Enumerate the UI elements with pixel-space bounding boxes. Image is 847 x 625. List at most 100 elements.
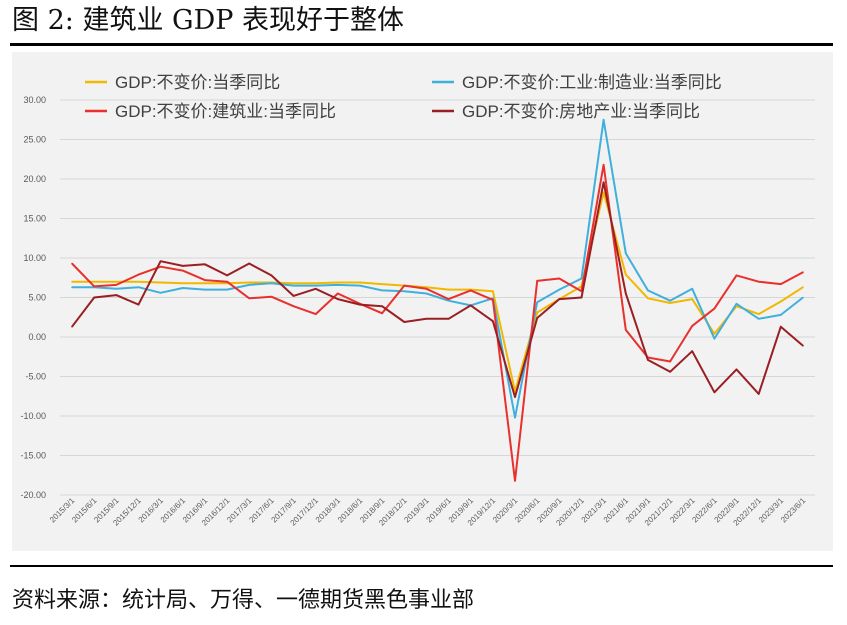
figure-title: 图 2: 建筑业 GDP 表现好于整体: [12, 5, 404, 36]
series-line-3: [71, 163, 804, 482]
data-point: [602, 181, 605, 183]
data-point: [713, 391, 716, 394]
data-point: [691, 288, 694, 290]
data-point: [802, 286, 804, 289]
line-chart: 30.00 25.00 20.00 15.00 10.00 5.00 0.00 -5.00 -1…: [20, 73, 815, 528]
data-point: [137, 303, 140, 306]
data-point: [270, 295, 273, 298]
data-point: [292, 305, 295, 307]
data-point: [580, 296, 583, 299]
data-point: [159, 281, 162, 284]
y-tick-label: 0.00: [28, 332, 46, 342]
data-point: [226, 280, 228, 283]
data-point: [713, 307, 716, 310]
y-tick-label: -15.00: [20, 451, 46, 461]
data-point: [292, 295, 295, 297]
data-point: [669, 360, 671, 363]
data-point: [115, 284, 118, 286]
data-point: [93, 280, 95, 283]
data-point: [137, 286, 140, 289]
data-point: [558, 298, 561, 300]
data-point: [425, 292, 428, 295]
y-tick-label: -20.00: [20, 490, 46, 500]
data-point: [381, 283, 383, 285]
data-point: [314, 288, 317, 290]
data-point: [159, 265, 162, 268]
data-point: [381, 289, 383, 292]
data-point: [181, 282, 184, 285]
data-point: [71, 280, 73, 283]
data-point: [159, 291, 162, 294]
y-tick-label: 20.00: [23, 174, 46, 184]
data-point: [447, 299, 450, 302]
data-point: [469, 304, 472, 307]
data-point: [558, 277, 561, 280]
legend-label-3: GDP:不变价:建筑业:当季同比: [115, 102, 336, 121]
data-point: [536, 317, 538, 319]
data-point: [115, 294, 118, 296]
chart-panel: 30.00 25.00 20.00 15.00 10.00 5.00 0.00 -5.00 -1…: [12, 52, 833, 551]
data-point: [204, 263, 206, 266]
data-point: [691, 325, 694, 327]
data-point: [93, 296, 95, 299]
data-point: [492, 299, 494, 301]
data-point: [71, 262, 73, 265]
y-tick-label: 30.00: [23, 95, 46, 105]
data-point: [647, 289, 649, 292]
data-point: [137, 280, 140, 283]
data-point: [226, 288, 228, 291]
data-point: [181, 265, 184, 267]
source-rule: [10, 565, 833, 567]
data-point: [270, 282, 273, 285]
data-point: [602, 191, 605, 194]
data-point: [713, 333, 716, 335]
data-point: [735, 303, 738, 305]
data-point: [492, 290, 494, 292]
data-point: [248, 262, 251, 265]
data-point: [359, 281, 361, 284]
data-point: [624, 273, 627, 276]
data-point: [248, 297, 251, 300]
data-point: [492, 320, 494, 323]
data-point: [780, 325, 782, 328]
data-point: [425, 318, 428, 320]
y-tick-label: 5.00: [28, 293, 46, 303]
data-point: [691, 298, 694, 300]
data-point: [159, 260, 162, 262]
data-point: [802, 271, 804, 274]
data-point: [780, 283, 782, 285]
data-point: [447, 318, 450, 320]
data-point: [292, 284, 295, 287]
data-point: [270, 274, 273, 277]
data-point: [624, 329, 627, 331]
data-point: [181, 269, 184, 272]
data-point: [536, 280, 538, 282]
data-point: [181, 287, 184, 289]
data-point: [447, 288, 450, 291]
y-tick-label: 15.00: [23, 214, 46, 224]
data-point: [514, 479, 516, 482]
data-point: [669, 299, 671, 302]
data-point: [735, 368, 738, 371]
series-line-1: [72, 191, 804, 393]
data-point: [337, 298, 339, 300]
data-point: [314, 282, 317, 285]
y-axis-tick-labels: 30.00 25.00 20.00 15.00 10.00 5.00 0.00 -5.00 -1…: [20, 95, 46, 500]
legend-label-4: GDP:不变价:房地产业:当季同比: [462, 102, 700, 121]
data-point: [115, 288, 118, 290]
y-tick-label: -5.00: [25, 372, 46, 382]
data-point: [602, 118, 605, 121]
data-point: [802, 344, 804, 347]
data-point: [735, 274, 738, 277]
data-point: [780, 314, 782, 316]
data-point: [71, 325, 73, 328]
data-point: [757, 393, 760, 395]
data-point: [757, 280, 760, 283]
data-point: [248, 284, 251, 286]
data-point: [514, 416, 516, 419]
data-point: [624, 252, 627, 255]
legend-label-1: GDP:不变价:当季同比: [115, 73, 280, 92]
data-point: [403, 290, 406, 292]
data-point: [757, 318, 760, 320]
data-point: [248, 281, 251, 284]
